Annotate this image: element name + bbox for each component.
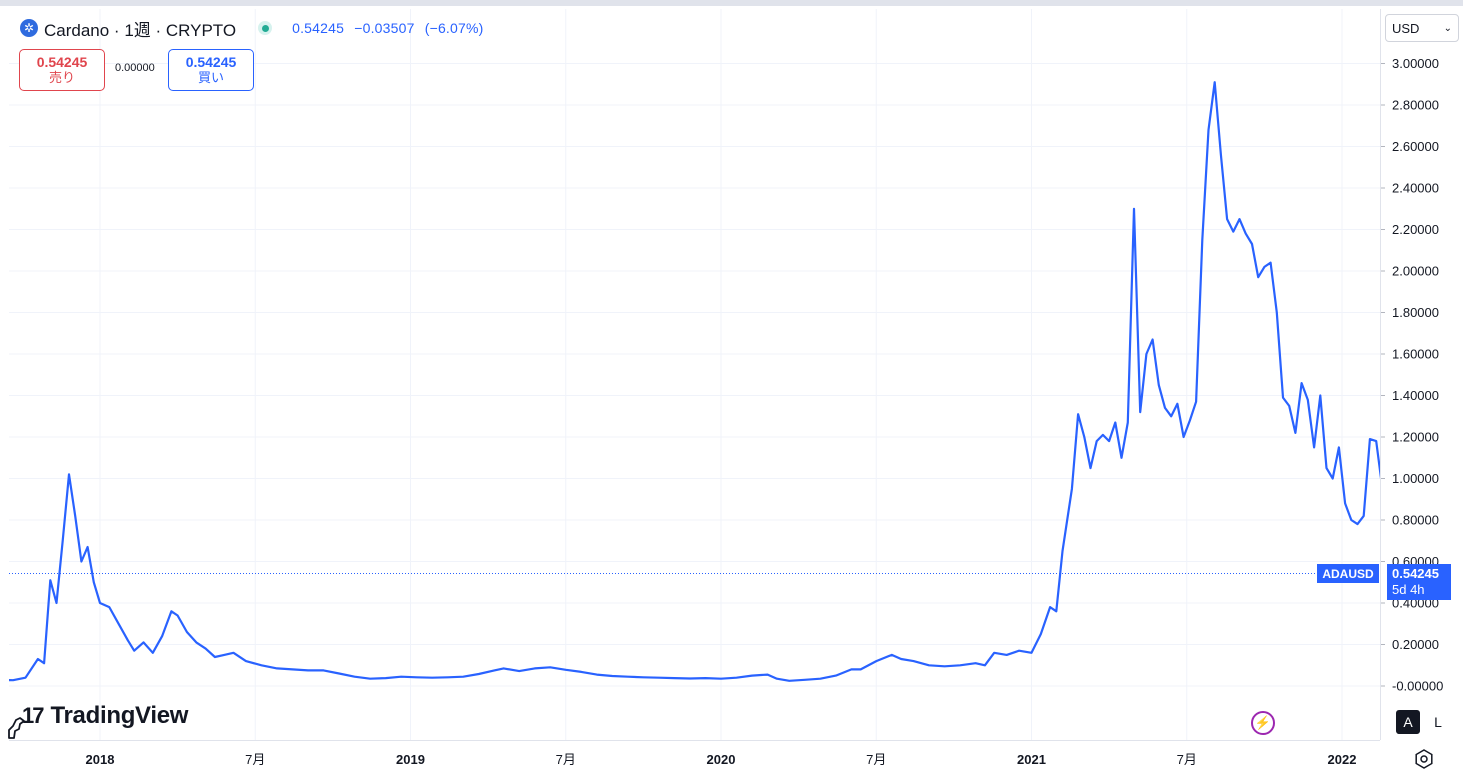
y-tick-label: 0.20000 bbox=[1392, 637, 1439, 652]
time-axis-svg: 20187月20197月20207月20217月20227月20237月2024… bbox=[86, 752, 1357, 767]
sell-label: 売り bbox=[48, 70, 75, 85]
buy-button[interactable]: 0.54245 買い bbox=[168, 49, 254, 91]
x-tick-label: 7月 bbox=[245, 752, 265, 767]
auto-scale-button[interactable]: A bbox=[1396, 710, 1420, 734]
x-tick-label: 2018 bbox=[86, 752, 115, 767]
last-price-tag: 0.54245 5d 4h bbox=[1387, 564, 1451, 600]
last-price-tag-value: 0.54245 bbox=[1392, 566, 1439, 581]
y-tick-label: 2.80000 bbox=[1392, 98, 1439, 113]
gear-icon[interactable] bbox=[1413, 748, 1435, 770]
symbol-header: ✲ Cardano · 1週 · CRYPTO 0.54245 −0.03507… bbox=[20, 16, 490, 40]
x-tick-label: 2020 bbox=[707, 752, 736, 767]
y-tick-label: 1.80000 bbox=[1392, 305, 1439, 320]
currency-select[interactable]: USD ⌄ bbox=[1385, 14, 1459, 42]
chevron-down-icon: ⌄ bbox=[1443, 22, 1452, 34]
y-tick-label: 2.40000 bbox=[1392, 181, 1439, 196]
time-axis[interactable]: 20187月20197月20207月20217月20227月20237月2024… bbox=[9, 740, 1380, 773]
y-tick-label: 1.60000 bbox=[1392, 347, 1439, 362]
x-tick-label: 7月 bbox=[866, 752, 886, 767]
brand-name: TradingView bbox=[50, 702, 189, 729]
y-tick-label: 2.60000 bbox=[1392, 139, 1439, 154]
top-border bbox=[0, 0, 1463, 6]
chart-plot-area[interactable] bbox=[9, 9, 1380, 740]
y-tick-label: 2.20000 bbox=[1392, 222, 1439, 237]
spread-value: 0.00000 bbox=[115, 62, 155, 74]
y-tick-label: 0.80000 bbox=[1392, 513, 1439, 528]
horse-icon bbox=[8, 717, 25, 739]
price-change: −0.03507 bbox=[354, 20, 415, 36]
sell-button[interactable]: 0.54245 売り bbox=[19, 49, 105, 91]
x-tick-label: 2022 bbox=[1328, 752, 1357, 767]
y-tick-label: -0.00000 bbox=[1392, 679, 1443, 694]
price-change-pct: (−6.07%) bbox=[424, 20, 484, 36]
y-tick-label: 1.40000 bbox=[1392, 388, 1439, 403]
buy-label: 買い bbox=[197, 70, 224, 85]
quote-values: 0.54245 −0.03507 (−6.07%) bbox=[292, 20, 489, 36]
bar-countdown: 5d 4h bbox=[1392, 582, 1425, 597]
tradingview-logo[interactable]: 17 TradingView bbox=[22, 702, 188, 730]
cardano-logo-icon: ✲ bbox=[20, 19, 38, 37]
symbol-price-tag: ADAUSD bbox=[1317, 564, 1379, 583]
price-chart-svg bbox=[9, 9, 1380, 740]
sell-price: 0.54245 bbox=[36, 54, 88, 70]
x-tick-label: 2021 bbox=[1017, 752, 1046, 767]
price-axis[interactable]: 3.00000 2.80000 2.60000 2.40000 2.20000 2.000… bbox=[1380, 9, 1463, 740]
tradingview-mark-icon: 17 bbox=[22, 703, 45, 728]
x-tick-label: 7月 bbox=[556, 752, 576, 767]
lightning-icon[interactable]: ⚡ bbox=[1251, 711, 1275, 735]
currency-label: USD bbox=[1392, 20, 1420, 36]
log-scale-button[interactable]: L bbox=[1434, 714, 1442, 730]
x-tick-label: 2019 bbox=[396, 752, 425, 767]
last-price: 0.54245 bbox=[292, 20, 345, 36]
y-tick-label: 1.00000 bbox=[1392, 471, 1439, 486]
market-status-icon[interactable] bbox=[258, 21, 273, 35]
y-tick-label: 2.00000 bbox=[1392, 264, 1439, 279]
symbol-title[interactable]: Cardano · 1週 · CRYPTO bbox=[44, 20, 237, 40]
x-tick-label: 7月 bbox=[1177, 752, 1197, 767]
y-tick-label: 3.00000 bbox=[1392, 56, 1439, 71]
y-tick-label: 1.20000 bbox=[1392, 430, 1439, 445]
price-series-line bbox=[9, 81, 1380, 682]
buy-price: 0.54245 bbox=[185, 54, 237, 70]
price-axis-svg: 3.00000 2.80000 2.60000 2.40000 2.20000 2.000… bbox=[1381, 56, 1443, 694]
